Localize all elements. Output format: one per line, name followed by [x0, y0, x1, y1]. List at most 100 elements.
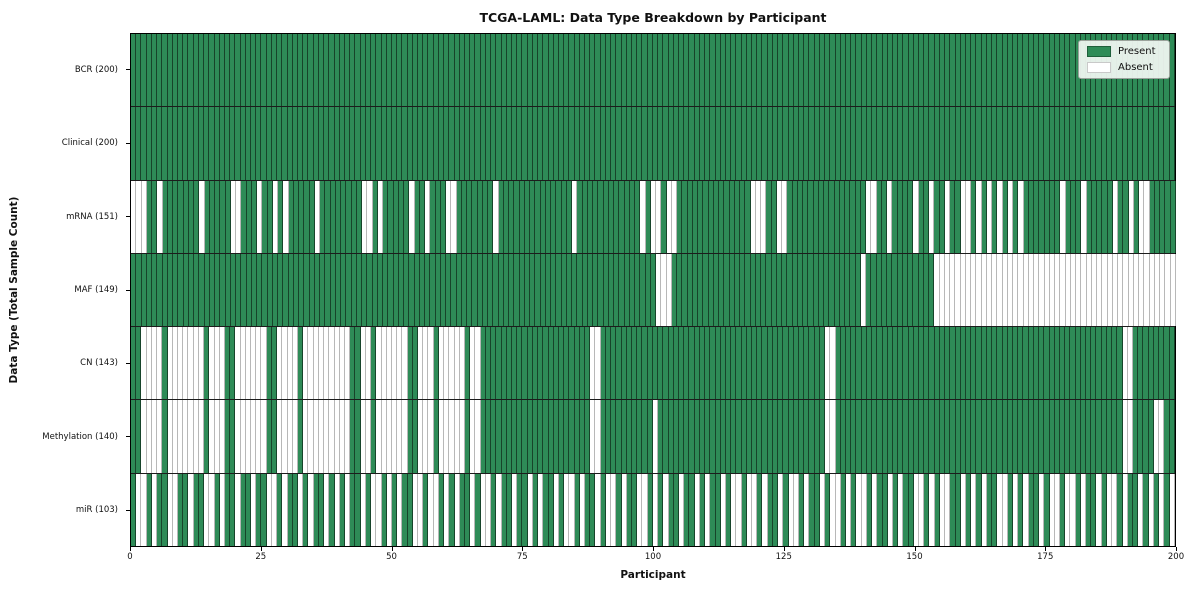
heatmap-cell	[162, 180, 168, 253]
heatmap-cell	[527, 327, 533, 400]
heatmap-cell	[689, 327, 695, 400]
heatmap-cell	[480, 400, 486, 473]
heatmap-cell	[986, 473, 993, 546]
heatmap-cell	[136, 180, 142, 253]
heatmap-cell	[705, 34, 711, 107]
heatmap-cell	[992, 473, 998, 546]
heatmap-cell	[341, 253, 347, 327]
heatmap-cell	[261, 400, 267, 473]
heatmap-cell	[261, 107, 267, 180]
heatmap-cell	[720, 327, 726, 400]
heatmap-cell	[506, 473, 512, 546]
heatmap-cell	[519, 180, 525, 253]
heatmap-cell	[1138, 473, 1144, 546]
heatmap-cell	[433, 34, 439, 107]
heatmap-cell	[725, 327, 732, 400]
heatmap-cell	[318, 107, 325, 180]
heatmap-cell	[640, 253, 646, 327]
heatmap-cell	[272, 180, 278, 253]
heatmap-cell	[261, 473, 267, 546]
heatmap-cell	[288, 253, 294, 327]
heatmap-cell	[344, 107, 351, 180]
heatmap-cell	[1080, 327, 1087, 400]
heatmap-cell	[1143, 400, 1149, 473]
heatmap-cell	[757, 473, 763, 546]
heatmap-cell	[1143, 107, 1149, 180]
heatmap-cell	[1039, 180, 1045, 253]
heatmap-cell	[684, 327, 690, 400]
heatmap-cell	[866, 400, 873, 473]
heatmap-cell	[334, 107, 340, 180]
heatmap-cell	[556, 180, 562, 253]
heatmap-cell	[616, 473, 622, 546]
heatmap-cell	[682, 180, 688, 253]
heatmap-cell	[1018, 34, 1024, 107]
heatmap-cell	[251, 400, 257, 473]
heatmap-cell	[882, 473, 888, 546]
heatmap-cell	[595, 34, 601, 107]
heatmap-cell	[1033, 400, 1040, 473]
heatmap-cell	[535, 180, 541, 253]
heatmap-cell	[668, 400, 674, 473]
heatmap-cell	[391, 473, 398, 546]
heatmap-cell	[1055, 253, 1061, 327]
heatmap-cell	[1039, 473, 1045, 546]
heatmap-cell	[467, 180, 473, 253]
heatmap-cell	[825, 34, 831, 107]
heatmap-cell	[856, 473, 862, 546]
heatmap-cell	[438, 107, 445, 180]
heatmap-cell	[292, 107, 298, 180]
heatmap-cell	[856, 327, 862, 400]
heatmap-cell	[1138, 107, 1144, 180]
heatmap-cell	[461, 180, 467, 253]
heatmap-cell	[519, 253, 525, 327]
heatmap-cell	[804, 34, 810, 107]
heatmap-cell	[1013, 253, 1019, 327]
heatmap-cell	[1096, 327, 1102, 400]
heatmap-cell	[678, 107, 685, 180]
heatmap-cell	[318, 327, 325, 400]
heatmap-cell	[459, 34, 465, 107]
heatmap-cell	[793, 473, 799, 546]
heatmap-cell	[574, 107, 580, 180]
heatmap-cell	[850, 253, 856, 327]
heatmap-cell	[313, 34, 319, 107]
heatmap-cell	[614, 180, 620, 253]
heatmap-cell	[543, 327, 549, 400]
heatmap-cell	[913, 34, 920, 107]
heatmap-cell	[1127, 400, 1133, 473]
heatmap-cell	[642, 34, 648, 107]
heatmap-cell	[1128, 253, 1134, 327]
heatmap-cell	[1086, 473, 1092, 546]
heatmap-cell	[1169, 327, 1175, 400]
heatmap-cell	[136, 253, 142, 327]
heatmap-cell	[1002, 34, 1008, 107]
heatmap-cell	[992, 400, 998, 473]
heatmap-cell	[1091, 473, 1097, 546]
heatmap-cell	[992, 107, 998, 180]
heatmap-cell	[454, 473, 460, 546]
heatmap-cell	[324, 107, 330, 180]
heatmap-cell	[861, 107, 867, 180]
heatmap-cell	[146, 34, 152, 107]
heatmap-cell	[819, 34, 826, 107]
heatmap-cell	[339, 107, 345, 180]
heatmap-cell	[214, 107, 220, 180]
heatmap-cell	[856, 34, 862, 107]
heatmap-cell	[485, 327, 492, 400]
heatmap-cell	[955, 107, 961, 180]
heatmap-cell	[548, 400, 554, 473]
y-tick-label-BCR: BCR (200)	[74, 64, 118, 75]
heatmap-cell	[729, 253, 735, 327]
heatmap-cell	[569, 107, 575, 180]
heatmap-cell	[459, 400, 465, 473]
x-tick-mark	[260, 547, 262, 551]
heatmap-cell	[350, 34, 356, 107]
heatmap-cell	[287, 107, 293, 180]
heatmap-cell	[608, 253, 614, 327]
heatmap-cell	[1054, 34, 1060, 107]
heatmap-cell	[1123, 253, 1129, 327]
heatmap-cell	[882, 34, 888, 107]
heatmap-cell	[614, 253, 620, 327]
heatmap-cell	[1138, 400, 1144, 473]
